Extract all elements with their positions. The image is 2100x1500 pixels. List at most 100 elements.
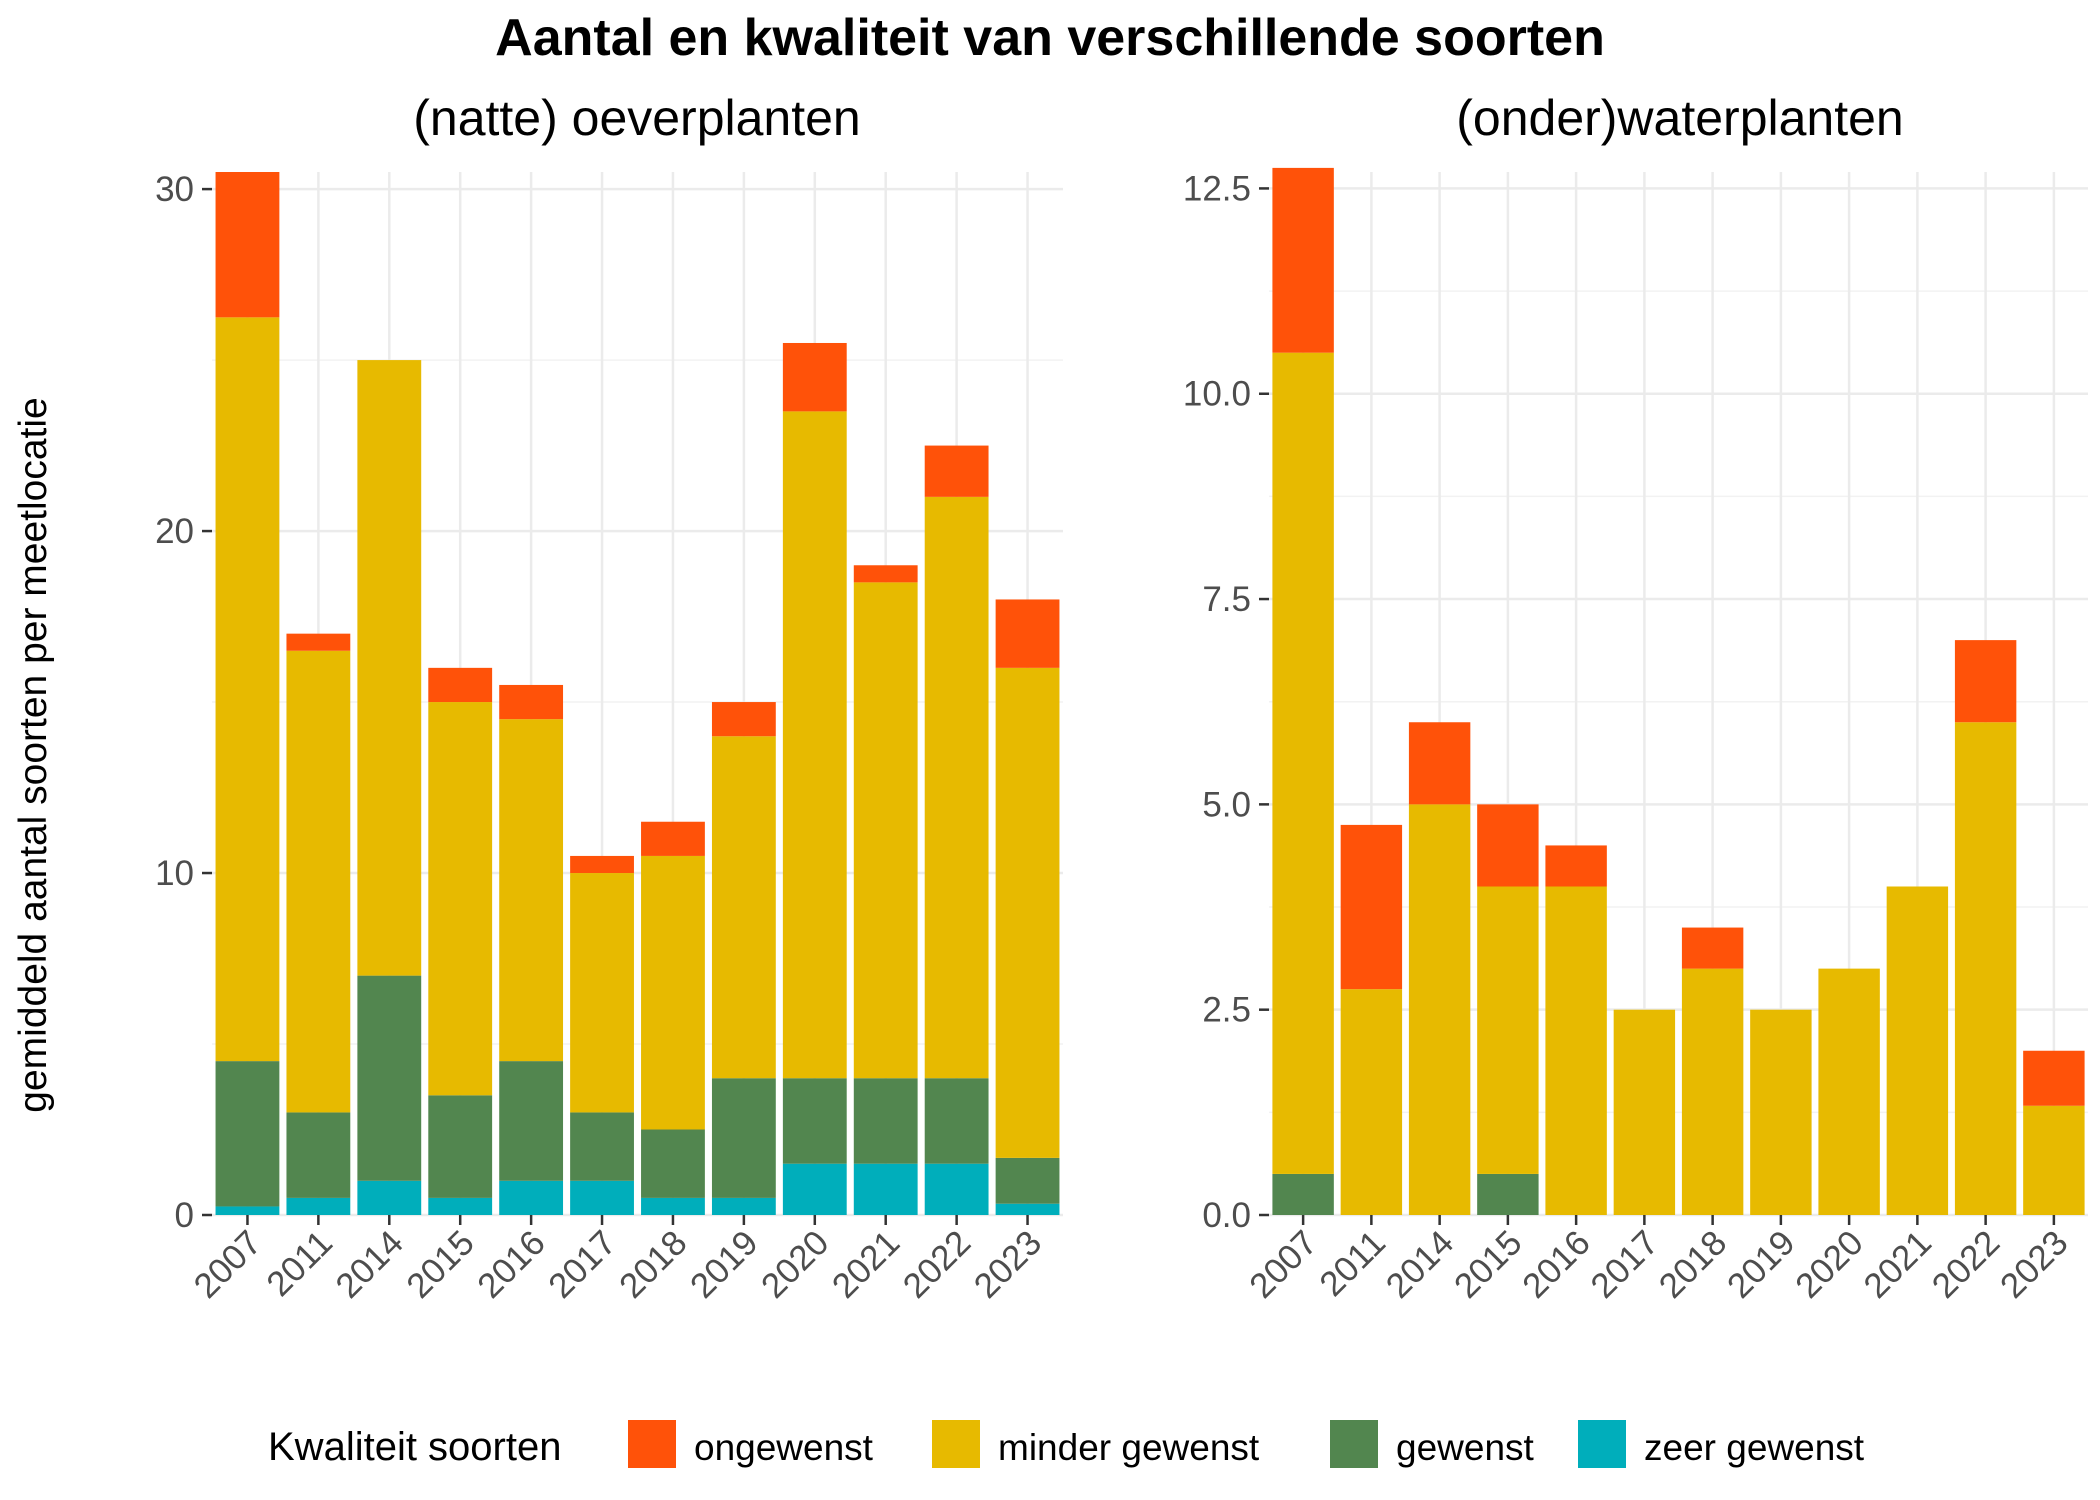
bar-segment-gewenst — [357, 975, 422, 1181]
bar-segment-minder-gewenst — [1613, 1009, 1676, 1215]
legend-label: zeer gewenst — [1644, 1427, 1865, 1468]
legend-item-minder-gewenst: minder gewenst — [932, 1420, 1260, 1468]
bar-segment-minder-gewenst — [1954, 722, 2017, 1215]
x-tick-label: 2018 — [612, 1223, 695, 1306]
bar-segment-minder-gewenst — [782, 411, 847, 1079]
y-tick-label: 7.5 — [1202, 580, 1251, 619]
legend: Kwaliteit soorten ongewenst minder gewenst… — [268, 1420, 1865, 1469]
bar-segment-ongewenst — [853, 565, 918, 583]
bar-segment-minder-gewenst — [1272, 352, 1334, 1174]
bar-segment-zeer-gewenst — [995, 1203, 1060, 1215]
bar-segment-zeer-gewenst — [641, 1197, 705, 1215]
x-tick-label: 2020 — [754, 1223, 837, 1306]
panel-subtitle: (natte) oeverplanten — [413, 90, 861, 146]
bar-segment-ongewenst — [215, 172, 280, 318]
bar-segment-gewenst — [641, 1129, 705, 1198]
bar-segment-zeer-gewenst — [782, 1163, 847, 1215]
bar-segment-ongewenst — [428, 667, 493, 703]
bar-segment-ongewenst — [1272, 167, 1334, 353]
legend-title: Kwaliteit soorten — [268, 1425, 561, 1469]
bar-segment-zeer-gewenst — [570, 1180, 634, 1215]
bar-segment-minder-gewenst — [1750, 1009, 1812, 1215]
x-tick-label: 2020 — [1788, 1223, 1871, 1306]
x-tick-label: 2007 — [186, 1223, 269, 1306]
bar-segment-gewenst — [782, 1078, 847, 1164]
x-tick-label: 2017 — [1583, 1223, 1666, 1306]
bar-segment-minder-gewenst — [1408, 804, 1471, 1215]
y-tick-label: 10 — [155, 854, 194, 893]
y-tick-label: 0.0 — [1202, 1196, 1251, 1235]
bar-segment-minder-gewenst — [1818, 968, 1880, 1215]
legend-item-ongewenst: ongewenst — [628, 1420, 874, 1468]
bar-segment-minder-gewenst — [995, 667, 1060, 1158]
x-tick-label: 2017 — [541, 1223, 624, 1306]
bar-segment-ongewenst — [2023, 1050, 2085, 1106]
x-tick-label: 2021 — [825, 1223, 908, 1306]
chart-title: Aantal en kwaliteit van verschillende so… — [495, 9, 1605, 67]
bar-segment-minder-gewenst — [924, 496, 989, 1079]
bar-segment-ongewenst — [711, 702, 776, 737]
bar-segment-gewenst — [1477, 1173, 1539, 1215]
bar-segment-minder-gewenst — [1681, 968, 1744, 1215]
bar-segment-zeer-gewenst — [286, 1197, 351, 1215]
bar-segment-ongewenst — [1340, 824, 1403, 990]
bar-segment-minder-gewenst — [357, 360, 422, 976]
bar-segment-minder-gewenst — [570, 873, 634, 1113]
bar-segment-gewenst — [995, 1157, 1060, 1204]
bar-segment-ongewenst — [1545, 845, 1607, 887]
x-tick-label: 2011 — [1312, 1223, 1393, 1304]
legend-label: minder gewenst — [998, 1427, 1260, 1468]
bar-segment-minder-gewenst — [711, 736, 776, 1079]
y-tick-label: 2.5 — [1202, 991, 1251, 1030]
legend-swatch — [1330, 1420, 1378, 1468]
bar-segment-gewenst — [711, 1078, 776, 1198]
bar-segment-zeer-gewenst — [924, 1163, 989, 1215]
bar-segment-ongewenst — [1954, 640, 2017, 723]
y-axis-label: gemiddeld aantal soorten per meetlocatie — [12, 397, 55, 1112]
legend-swatch — [932, 1420, 980, 1468]
x-tick-label: 2011 — [259, 1223, 340, 1304]
bar-segment-zeer-gewenst — [215, 1206, 280, 1215]
bar-segment-ongewenst — [995, 599, 1060, 668]
bar-segment-minder-gewenst — [428, 702, 493, 1096]
bar-segment-gewenst — [570, 1112, 634, 1181]
legend-swatch — [1578, 1420, 1626, 1468]
y-tick-label: 0 — [175, 1196, 194, 1235]
x-tick-label: 2022 — [896, 1223, 979, 1306]
bar-segment-ongewenst — [641, 821, 705, 856]
bar-segment-minder-gewenst — [1886, 886, 1949, 1215]
bar-segment-zeer-gewenst — [853, 1163, 918, 1215]
bar-segment-gewenst — [924, 1078, 989, 1164]
bar-segment-minder-gewenst — [215, 317, 280, 1062]
x-tick-label: 2007 — [1242, 1223, 1325, 1306]
x-tick-label: 2016 — [1515, 1223, 1598, 1306]
legend-item-gewenst: gewenst — [1330, 1420, 1535, 1468]
x-tick-label: 2018 — [1652, 1223, 1735, 1306]
y-tick-label: 10.0 — [1183, 375, 1251, 414]
bar-segment-minder-gewenst — [641, 855, 705, 1130]
bar-segment-gewenst — [499, 1061, 564, 1181]
x-tick-label: 2019 — [1720, 1223, 1803, 1306]
bar-segment-zeer-gewenst — [428, 1197, 493, 1215]
legend-item-zeer-gewenst: zeer gewenst — [1578, 1420, 1865, 1468]
y-tick-label: 12.5 — [1183, 169, 1251, 208]
bar-segment-gewenst — [428, 1095, 493, 1198]
bar-segment-minder-gewenst — [286, 650, 351, 1113]
bar-segment-gewenst — [853, 1078, 918, 1164]
x-tick-label: 2023 — [1993, 1223, 2076, 1306]
panel-subtitle: (onder)waterplanten — [1456, 90, 1904, 146]
bar-segment-zeer-gewenst — [711, 1197, 776, 1215]
bar-segment-minder-gewenst — [499, 719, 564, 1062]
bar-segment-ongewenst — [1477, 804, 1539, 887]
x-tick-label: 2021 — [1856, 1223, 1939, 1306]
bar-segment-ongewenst — [499, 684, 564, 720]
bar-segment-gewenst — [1272, 1173, 1334, 1215]
bar-segment-ongewenst — [286, 633, 351, 651]
bar-segment-ongewenst — [570, 855, 634, 874]
x-tick-label: 2022 — [1925, 1223, 2008, 1306]
bar-segment-zeer-gewenst — [357, 1180, 422, 1215]
x-tick-label: 2023 — [967, 1223, 1050, 1306]
bar-segment-gewenst — [215, 1061, 280, 1207]
y-tick-label: 20 — [155, 512, 194, 551]
